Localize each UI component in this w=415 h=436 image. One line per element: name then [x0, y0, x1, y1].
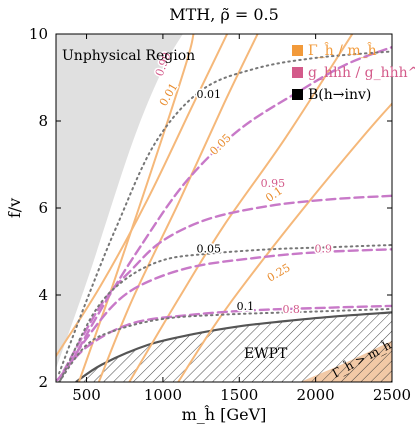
- x-tick-label: 2000: [297, 386, 335, 404]
- x-tick-label: 1000: [144, 386, 182, 404]
- contour-label-0.05: 0.05: [196, 242, 221, 255]
- legend-label-width: Γ_ĥ / m_ĥ: [308, 41, 377, 59]
- x-tick-label: 1500: [220, 386, 258, 404]
- contour-label-0.05: 0.05: [207, 131, 234, 158]
- series-curve-0.25: [177, 102, 392, 382]
- legend-swatch-invisible: [292, 89, 303, 100]
- ewpt-region-label: EWPT: [244, 346, 288, 362]
- legend-label-invisible: B(h→inv): [308, 87, 371, 103]
- unphysical-region: [56, 34, 183, 369]
- y-tick-label: 6: [38, 199, 48, 217]
- y-tick-label: 8: [38, 112, 48, 130]
- y-tick-label: 2: [38, 373, 48, 391]
- curves-layer: [56, 34, 392, 382]
- x-tick-label: 2500: [373, 386, 411, 404]
- contour-label-0.1: 0.1: [237, 300, 255, 313]
- series-curve-0.01: [77, 34, 195, 382]
- legend-label-trilinear: g_hhh / g_hhh^SM: [308, 65, 415, 81]
- chart-title: MTH, ρ̃ = 0.5: [169, 5, 279, 24]
- regions-layer: [56, 34, 392, 382]
- legend-swatch-trilinear: [292, 67, 303, 78]
- series-curve-0.9: [59, 248, 392, 379]
- y-tick-label: 4: [38, 286, 48, 304]
- x-axis-label: m_ĥ [GeV]: [182, 404, 267, 424]
- series-curve-0.01: [58, 50, 392, 375]
- contour-label-0.01: 0.01: [196, 88, 221, 101]
- y-tick-label: 10: [29, 25, 48, 43]
- unphysical-region-label: Unphysical Region: [62, 48, 195, 64]
- ewpt-boundary: [75, 311, 392, 382]
- x-tick-label: 500: [72, 386, 101, 404]
- ewpt-region-hatch: [75, 312, 392, 382]
- series-curve-0.1: [128, 34, 354, 382]
- legend: Γ_ĥ / m_ĥ g_hhh / g_hhh^SM B(h→inv): [292, 41, 415, 103]
- contour-label-0.9: 0.9: [315, 242, 333, 255]
- contour-label-0.95: 0.95: [261, 177, 286, 190]
- series-curve-0.05: [59, 244, 392, 381]
- legend-swatch-width: [292, 45, 303, 56]
- y-axis-label: f/v: [5, 198, 24, 218]
- series-curve-0.99: [70, 45, 392, 364]
- series-curve-0.99: [56, 34, 229, 357]
- contour-labels-layer: 0.990.01 0.010.050.950.10.05 0.90.250.1 0.8: [151, 49, 333, 318]
- contour-label-0.8: 0.8: [282, 303, 300, 316]
- axis-ticks: 500 1000 1500 2000 2500 2 4 6 8 10: [29, 25, 411, 404]
- series-curve-0.95: [62, 194, 392, 373]
- series-curve-0.1: [58, 307, 392, 382]
- series-curve-0.8: [56, 304, 392, 381]
- contour-label-0.25: 0.25: [265, 261, 293, 285]
